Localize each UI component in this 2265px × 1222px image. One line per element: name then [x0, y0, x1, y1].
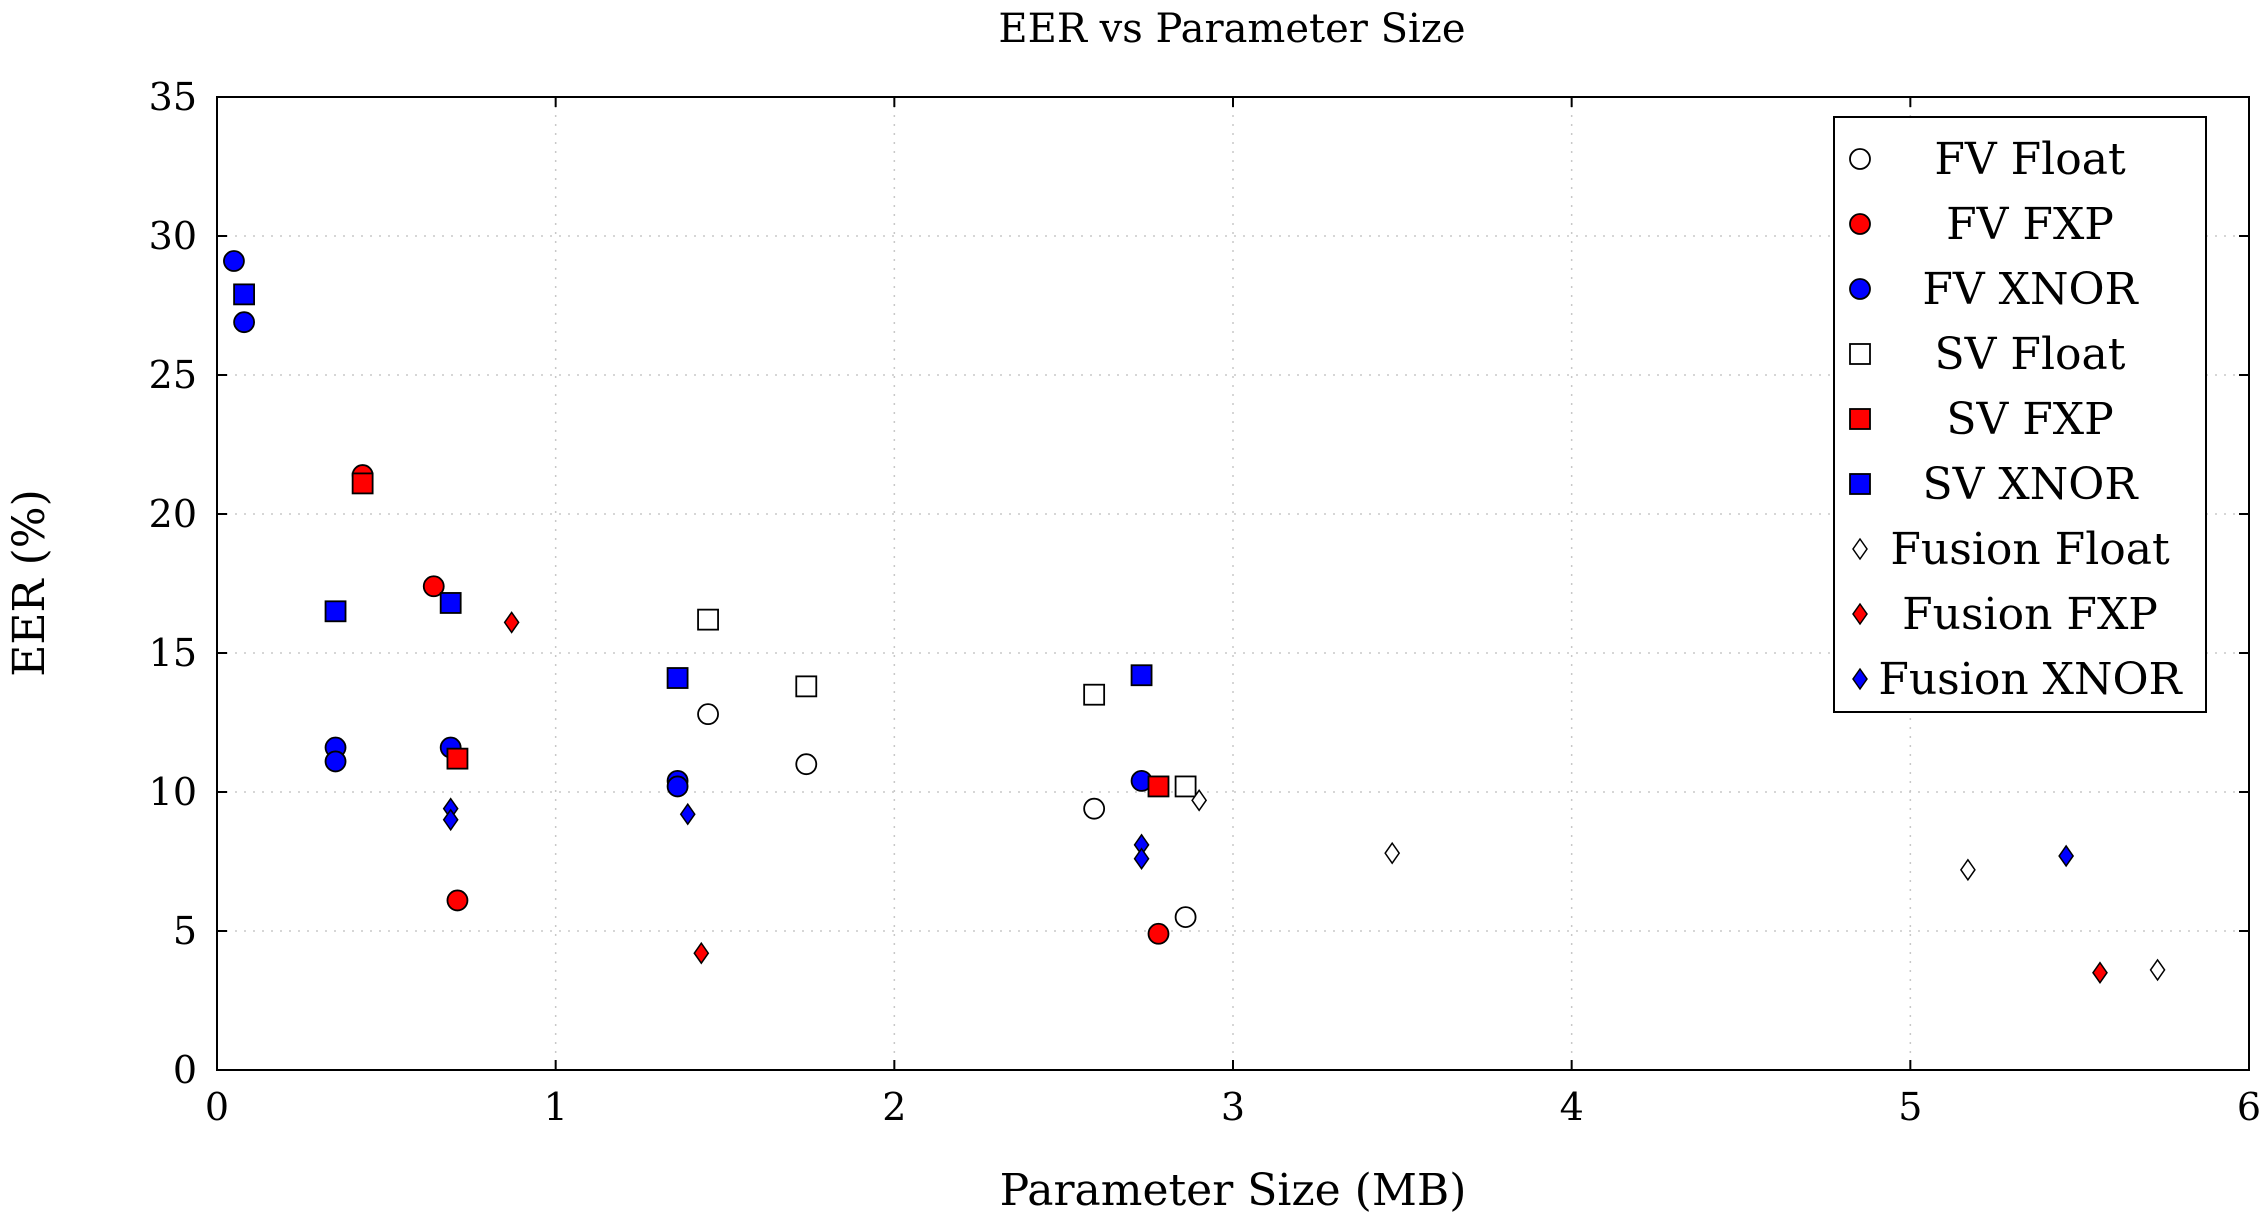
point-sv-xnor	[1130, 664, 1153, 687]
legend-marker-fv-float	[1849, 148, 1871, 170]
legend-label: FV XNOR	[1922, 264, 2139, 315]
point-sv-fxp	[351, 472, 374, 495]
x-tick-label: 1	[544, 1085, 568, 1129]
point-sv-float	[697, 608, 719, 631]
legend-label: Fusion FXP	[1902, 589, 2158, 640]
point-fv-xnor	[666, 775, 689, 798]
series-fusion-float	[1191, 789, 2166, 982]
legend-item-fusion-xnor: Fusion XNOR	[1852, 654, 2184, 705]
series-fv-float	[697, 703, 1197, 928]
x-tick-label: 2	[882, 1085, 906, 1129]
legend-label: FV Float	[1934, 134, 2126, 185]
x-tick-label: 6	[2237, 1085, 2261, 1129]
legend-marker-fv-xnor	[1849, 278, 1871, 300]
series-fv-xnor	[223, 250, 1153, 798]
point-sv-fxp	[1147, 775, 1170, 798]
y-tick-label: 35	[149, 75, 197, 119]
series-sv-float	[697, 608, 1197, 798]
legend-label: Fusion XNOR	[1878, 654, 2183, 705]
point-sv-xnor	[666, 667, 689, 689]
legend-marker-fusion-float	[1852, 537, 1868, 561]
point-fusion-float	[1384, 841, 1401, 865]
legend-item-fusion-float: Fusion Float	[1852, 524, 2170, 575]
legend-marker-fv-fxp	[1849, 213, 1871, 235]
y-tick-label: 10	[149, 770, 197, 814]
y-axis-label: EER (%)	[4, 489, 55, 677]
legend-item-fv-xnor: FV XNOR	[1849, 264, 2140, 315]
point-sv-float	[1083, 683, 1106, 706]
series-fv-fxp	[351, 464, 1170, 945]
x-tick-label: 0	[205, 1085, 229, 1129]
y-tick-label: 15	[149, 631, 197, 675]
legend-item-fv-float: FV Float	[1849, 134, 2126, 185]
point-fusion-float	[1959, 858, 1976, 882]
x-tick-label: 3	[1221, 1085, 1245, 1129]
point-fv-fxp	[422, 575, 445, 598]
point-sv-xnor	[233, 283, 255, 306]
point-fv-xnor	[233, 311, 255, 334]
series-sv-fxp	[351, 472, 1170, 798]
legend-label: SV XNOR	[1923, 459, 2140, 510]
legend-item-sv-xnor: SV XNOR	[1849, 459, 2140, 510]
y-tick-label: 25	[149, 353, 197, 397]
data-points	[223, 250, 2166, 985]
point-fv-xnor	[223, 250, 245, 272]
point-fusion-xnor	[2058, 844, 2075, 868]
legend-item-sv-float: SV Float	[1849, 329, 2126, 380]
point-fusion-float	[2149, 958, 2166, 982]
legend-marker-sv-fxp	[1849, 408, 1871, 430]
point-fusion-fxp	[2092, 961, 2108, 985]
x-tick-label: 4	[1560, 1085, 1584, 1129]
point-sv-float	[1174, 775, 1197, 798]
point-sv-xnor	[324, 600, 347, 623]
legend-item-sv-fxp: SV FXP	[1849, 394, 2114, 445]
series-sv-xnor	[233, 283, 1153, 689]
point-fv-fxp	[1147, 922, 1170, 945]
y-tick-label: 20	[149, 492, 197, 536]
legend-label: SV Float	[1935, 329, 2126, 380]
x-axis-label: Parameter Size (MB)	[1000, 1165, 1467, 1216]
point-fv-float	[697, 703, 719, 726]
legend-marker-sv-xnor	[1849, 473, 1871, 495]
y-tick-label: 5	[173, 909, 197, 953]
point-fv-fxp	[446, 889, 469, 912]
point-sv-fxp	[446, 747, 469, 770]
legend-label: SV FXP	[1946, 394, 2113, 445]
legend-label: FV FXP	[1946, 199, 2114, 250]
chart-title: EER vs Parameter Size	[998, 6, 1465, 52]
point-sv-xnor	[439, 592, 462, 614]
series-fusion-fxp	[503, 611, 2108, 985]
legend-marker-fusion-xnor	[1852, 667, 1868, 691]
x-tick-label: 5	[1898, 1085, 1922, 1129]
point-fusion-fxp	[503, 611, 520, 634]
point-fv-float	[1083, 797, 1106, 820]
legend-label: Fusion Float	[1890, 524, 2170, 575]
y-tick-label: 0	[173, 1048, 197, 1092]
legend-item-fusion-fxp: Fusion FXP	[1852, 589, 2158, 640]
series-fusion-xnor	[442, 797, 2075, 871]
point-fusion-xnor	[1133, 847, 1150, 871]
legend: FV Float FV FXP FV XNOR SV Float SV FXP SV XN…	[1833, 116, 2207, 713]
legend-box	[1833, 116, 2207, 713]
point-fusion-float	[1191, 789, 1208, 812]
point-fusion-xnor	[679, 802, 696, 826]
axis-ticks: 0 1 2 3 4 5 6 0 5 10 15 20 25 30 35	[149, 75, 2261, 1129]
point-fusion-xnor	[442, 808, 459, 832]
y-tick-label: 30	[149, 214, 197, 258]
point-sv-float	[795, 675, 818, 698]
legend-marker-sv-float	[1849, 343, 1871, 365]
point-fv-float	[1174, 906, 1197, 928]
point-fv-float	[795, 753, 818, 776]
point-fv-xnor	[324, 750, 347, 773]
point-fusion-fxp	[693, 941, 710, 965]
legend-item-fv-fxp: FV FXP	[1849, 199, 2114, 250]
legend-marker-fusion-fxp	[1852, 602, 1868, 626]
